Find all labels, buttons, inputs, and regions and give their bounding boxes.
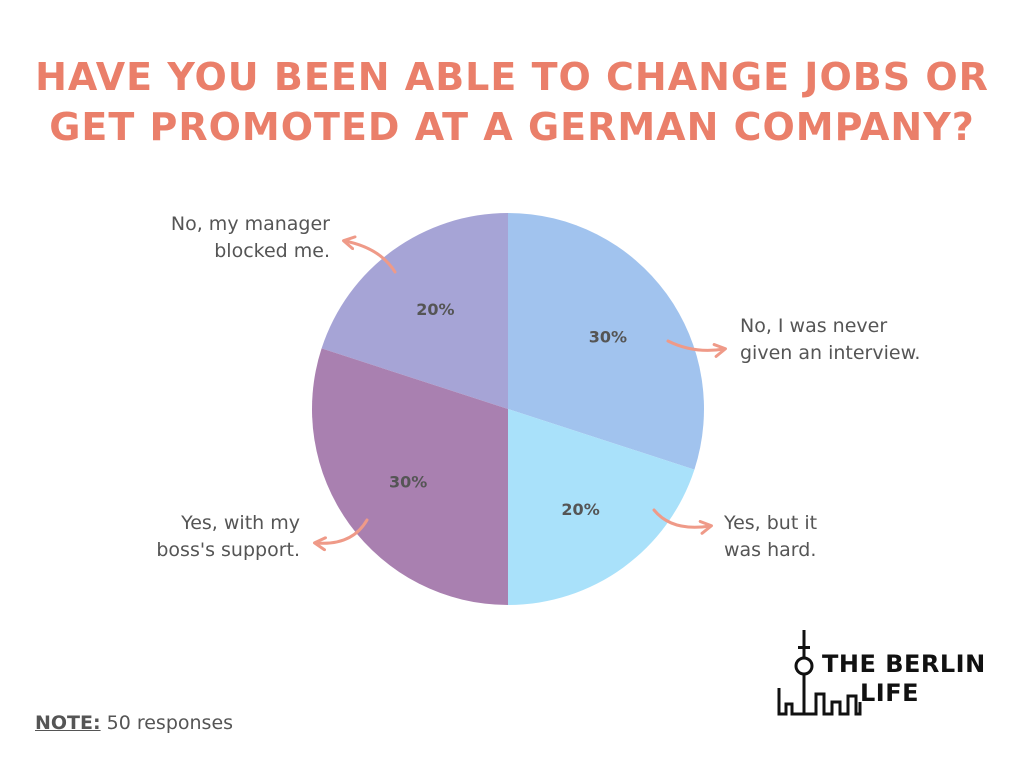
pie-slice-3 <box>508 409 695 605</box>
pie-slice-1 <box>321 213 508 409</box>
chart-title-line-2: GET PROMOTED AT A GERMAN COMPANY? <box>49 105 975 149</box>
slice-percent-label-3: 20% <box>561 500 599 519</box>
slice-percent-label-4: 30% <box>389 473 427 492</box>
slice-labels: No, I was never given an interview. Yes, b… <box>156 213 920 561</box>
logo-wordmark: THE BERLIN LIFE <box>822 650 986 708</box>
chart-title: HAVE YOU BEEN ABLE TO CHANGE JOBS OR GET… <box>0 52 1024 152</box>
slice-category-label-2: Yes, but it was hard. <box>723 512 817 561</box>
slice-category-label-4: No, my manager blocked me. <box>171 213 330 262</box>
pie-slice-2 <box>508 213 704 470</box>
slice-category-label-1: No, I was never given an interview. <box>740 315 920 364</box>
label-arrows <box>313 235 727 552</box>
pie-slices <box>312 213 704 605</box>
pie-slice-4 <box>312 348 508 605</box>
slice-category-label-3: Yes, with my boss's support. <box>156 512 300 561</box>
note: NOTE: 50 responses <box>35 712 233 734</box>
slice-percent-label-2: 30% <box>589 327 627 346</box>
slice-percent-label-1: 20% <box>416 300 454 319</box>
note-key: NOTE: <box>35 712 101 734</box>
label-arrow-4 <box>342 235 397 274</box>
label-arrow-2 <box>652 508 713 535</box>
chart-title-line-1: HAVE YOU BEEN ABLE TO CHANGE JOBS OR <box>35 55 989 99</box>
tv-tower-skyline-icon <box>777 630 862 716</box>
label-arrow-3 <box>313 518 369 552</box>
note-text: 50 responses <box>100 712 234 734</box>
percent-labels: 20% 30% 20% 30% <box>389 300 627 519</box>
the-berlin-life-logo: THE BERLIN LIFE <box>776 628 986 720</box>
label-arrow-1 <box>666 339 727 358</box>
logo-line-1: THE BERLIN <box>822 650 986 678</box>
logo-line-2: LIFE <box>860 679 920 707</box>
